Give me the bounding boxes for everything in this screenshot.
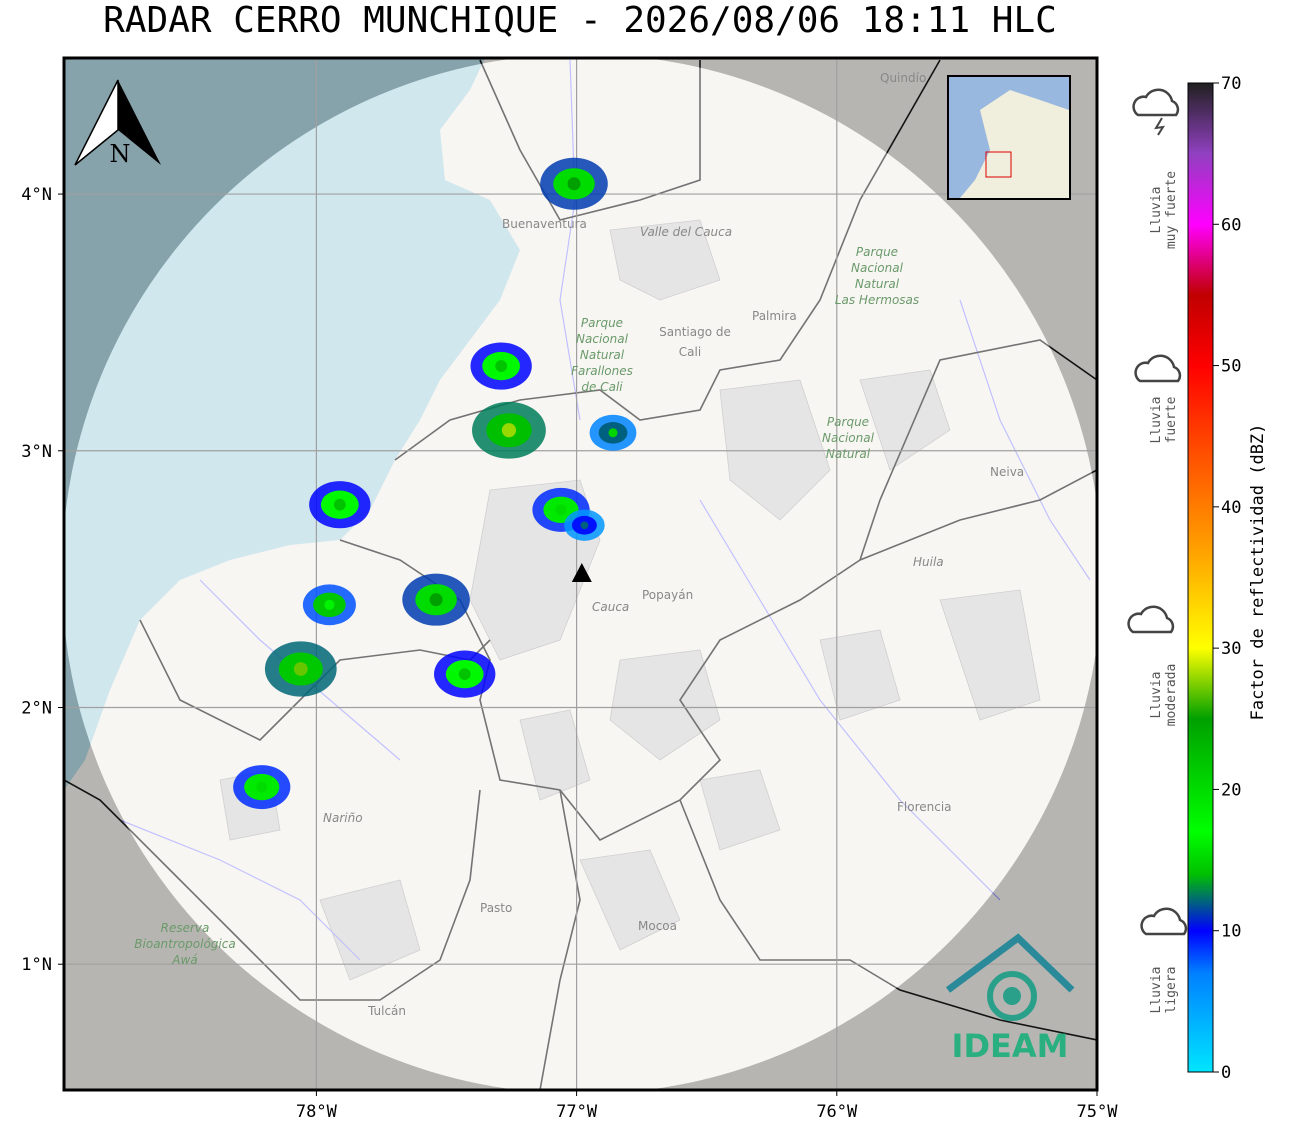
map-area: Quindío Buenaventura Valle del Cauca Par… (64, 58, 1097, 1090)
map-frame (62, 56, 1099, 1092)
place-label: Parque (856, 245, 898, 259)
x-tick-label: 77°W (556, 1102, 598, 1122)
colorbar-tick-label: 20 (1221, 780, 1241, 800)
place-label: Parque (827, 415, 869, 429)
place-label: Palmira (752, 309, 797, 323)
boundaries (64, 59, 1097, 1090)
echo-peak (256, 781, 268, 793)
place-label: Parque (581, 316, 623, 330)
place-label: Mocoa (638, 919, 677, 933)
colorbar-tick-label: 40 (1221, 498, 1241, 518)
place-label: Huila (913, 555, 944, 569)
rivers (119, 59, 1091, 961)
arrow-right (118, 80, 161, 165)
lightning (1154, 117, 1165, 136)
place-label: Buenaventura (502, 217, 587, 231)
logo-roof (945, 933, 1075, 993)
place-label: de Cali (581, 380, 623, 394)
logo-text: IDEAM (952, 1027, 1069, 1065)
legend-label: Lluviamoderada (1149, 664, 1179, 727)
echo-peak (608, 428, 618, 438)
y-tick-label: 1°N (21, 955, 52, 975)
echo-peak (555, 504, 567, 516)
graticule (64, 58, 1097, 1090)
echo-peak (580, 521, 589, 530)
place-label: Nacional (822, 431, 875, 445)
colorbar-tick-label: 30 (1221, 639, 1241, 659)
legend-line: ligera (1164, 967, 1179, 1014)
relief-patches (219, 219, 1041, 981)
place-label: Pasto (480, 901, 512, 915)
place-label: Farallones (571, 364, 633, 378)
echo-peak (429, 593, 443, 607)
north-arrow: N (74, 79, 161, 168)
place-label: Nacional (576, 332, 629, 346)
place-label: Quindío (880, 71, 926, 85)
x-tick-label: 76°W (816, 1102, 858, 1122)
place-label: Bioantropológica (134, 937, 235, 951)
north-label: N (110, 140, 131, 168)
place-label: Las Hermosas (835, 293, 919, 307)
place-label: Neiva (990, 465, 1024, 479)
legend-line: moderada (1164, 664, 1179, 727)
x-tick-label: 78°W (296, 1102, 338, 1122)
legend-line: Lluvia (1149, 187, 1164, 234)
place-labels: Quindío Buenaventura Valle del Cauca Par… (134, 71, 1024, 1018)
echo-peak (324, 599, 335, 610)
colorbar-tick-label: 0 (1221, 1063, 1231, 1083)
place-label: Popayán (642, 588, 693, 602)
place-label: Nacional (851, 261, 904, 275)
radar-site (571, 563, 592, 582)
colorbar-ramp (1187, 82, 1214, 1073)
place-label: Reserva (161, 921, 210, 935)
place-label: Natural (826, 447, 871, 461)
x-tick-label: 75°W (1077, 1102, 1119, 1122)
legend-icon (1127, 88, 1188, 936)
legend-label: Lluviafuerte (1149, 396, 1179, 443)
place-label: Florencia (897, 800, 952, 814)
place-label: Awá (171, 953, 197, 967)
place-label: Nariño (323, 811, 363, 825)
colorbar-tick-label: 10 (1221, 922, 1241, 942)
logo-eye (1003, 987, 1021, 1005)
logo-swirl (987, 971, 1037, 1021)
y-tick-label: 4°N (21, 185, 52, 205)
place-label: Tulcán (367, 1004, 406, 1018)
legend-line: Lluvia (1149, 672, 1164, 719)
colorbar: Factor de reflectividad (dBZ) 0 10 20 30 40 5… (1187, 74, 1268, 1083)
colorbar-tick-label: 50 (1221, 357, 1241, 377)
colorbar-tick-label: 60 (1221, 215, 1241, 235)
echo-peak (458, 668, 471, 681)
echo-peak (293, 662, 308, 676)
y-tick-label: 3°N (21, 442, 52, 462)
colorbar-label: Factor de reflectividad (dBZ) (1248, 424, 1268, 721)
colorbar-tick-label: 70 (1221, 74, 1241, 94)
place-label: Valle del Cauca (640, 225, 732, 239)
place-label: Natural (580, 348, 625, 362)
legend-label: Lluvialigera (1149, 967, 1179, 1014)
legend-line: Lluvia (1149, 967, 1164, 1014)
echo-peak (501, 423, 517, 438)
y-tick-label: 2°N (21, 698, 52, 718)
legend: Lluviamuy fuerte Lluviafuerte Lluviamode… (1127, 88, 1188, 1014)
place-label: Santiago de (659, 325, 731, 339)
place-label: Cali (679, 345, 701, 359)
echo-peak (333, 498, 346, 511)
inset-sea (949, 77, 1069, 198)
echoes (233, 157, 637, 810)
legend-label: Lluviamuy fuerte (1149, 171, 1179, 249)
place-label: Cauca (592, 600, 629, 614)
inset-extent (985, 151, 1012, 178)
sea (64, 58, 520, 790)
legend-line: Lluvia (1149, 397, 1164, 444)
place-label: Natural (855, 277, 900, 291)
title: RADAR CERRO MUNCHIQUE - 2026/08/06 18:11… (103, 0, 1057, 41)
echo-peak (495, 360, 508, 372)
echo-peak (567, 177, 581, 191)
inset-map (947, 75, 1071, 200)
logo: IDEAM (945, 933, 1075, 1065)
legend-line: muy fuerte (1164, 171, 1179, 249)
legend-line: fuerte (1164, 396, 1179, 443)
